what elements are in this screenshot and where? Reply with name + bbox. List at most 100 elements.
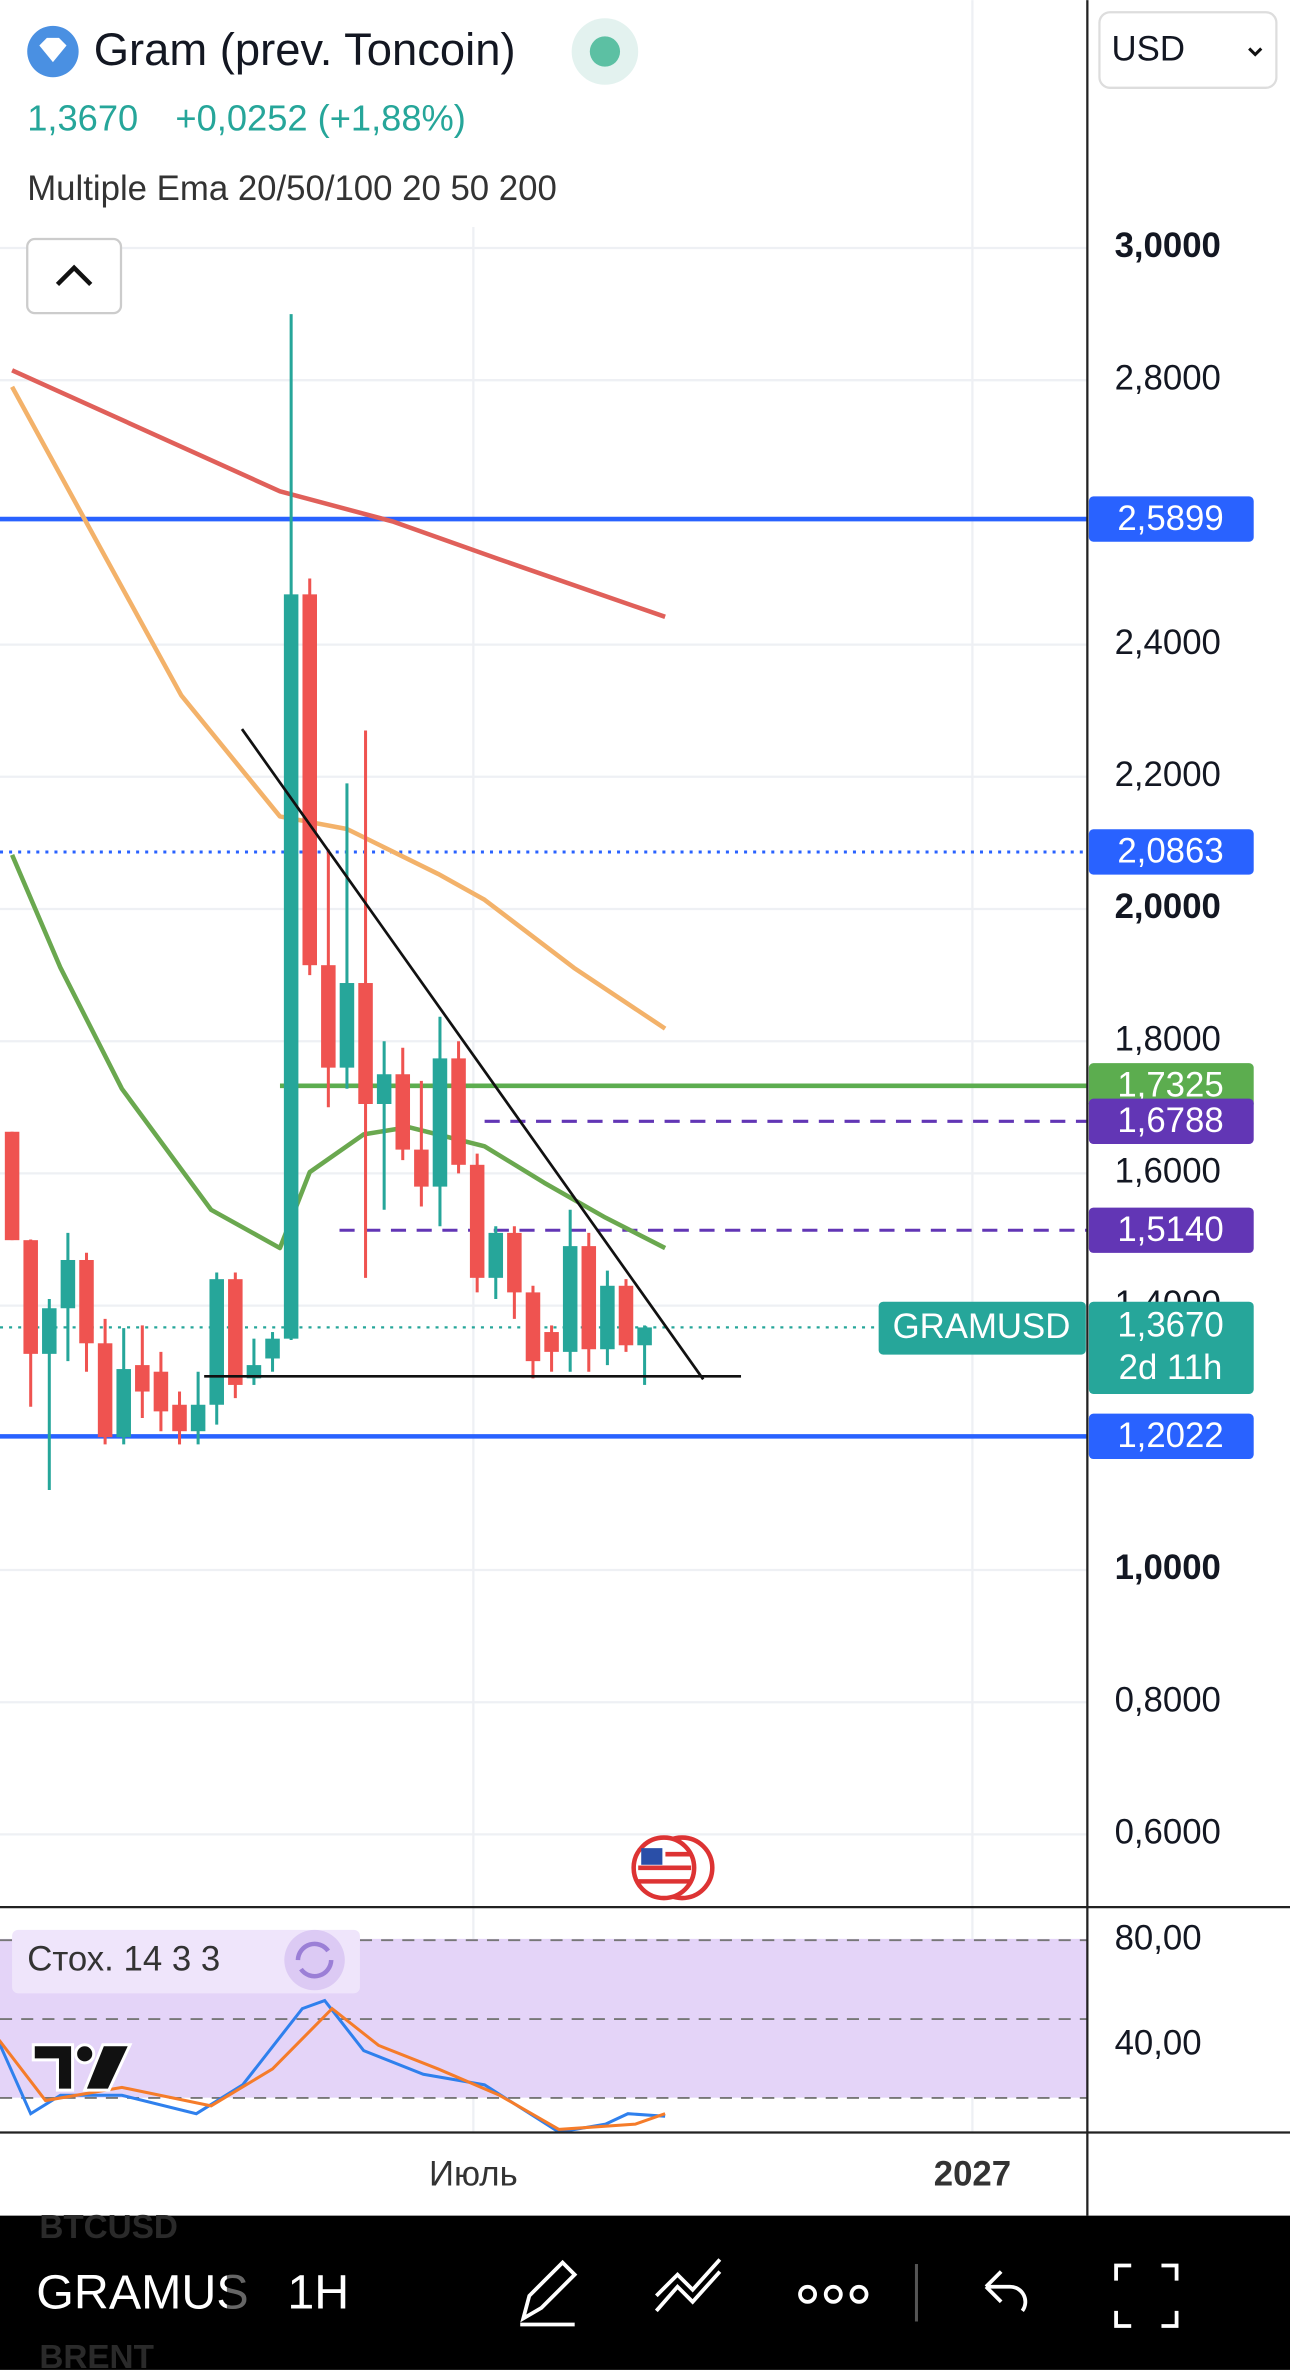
draw-tool-icon[interactable] [520, 2259, 578, 2327]
price-level-tag: 1,7325 [1117, 1067, 1223, 1105]
tradingview-logo [31, 2043, 133, 2092]
candle-body [562, 1246, 578, 1352]
price-level-tag-bg [1088, 1063, 1254, 1109]
candle-body [265, 1338, 280, 1359]
price-axis: 3,0000 2,8000 2,4000 2,2000 2,0000 1,8000 1,60… [878, 227, 1254, 2063]
stochastic-tick-label: 40,00 [1115, 2025, 1202, 2063]
status-dot [589, 36, 621, 67]
candle-body [302, 594, 318, 966]
candle-body [600, 1285, 615, 1350]
candle-body [42, 1308, 57, 1354]
candle-body [190, 1404, 206, 1432]
toolbar-bg [0, 2215, 1290, 2370]
trend-line [240, 728, 705, 1381]
candle-body [4, 1131, 20, 1241]
indicators-icon[interactable] [654, 2258, 722, 2313]
candle-body [116, 1369, 131, 1438]
bar-countdown: 2d 11h [1119, 1349, 1223, 1387]
candle-body [23, 1240, 38, 1354]
candle-body [488, 1232, 504, 1278]
candle-body [507, 1232, 522, 1293]
more-icon[interactable] [798, 2284, 869, 2304]
last-price: 1,3670 [27, 98, 138, 139]
candle-body [283, 594, 299, 1339]
price-level-tag-bg [1088, 1207, 1254, 1253]
legend-header: Gram (prev. Toncoin) 1,3670 +0,0252 (+1,… [26, 18, 639, 315]
candle-body [153, 1371, 169, 1412]
event-flag-icon[interactable] [631, 1835, 715, 1901]
currency-box[interactable] [1098, 11, 1278, 89]
price-tick-label: 1,0000 [1115, 1549, 1221, 1587]
currency-chevron [1248, 47, 1263, 57]
candle-body [414, 1149, 429, 1187]
candle-body [97, 1343, 113, 1438]
price-level-tag: 2,5899 [1117, 500, 1223, 538]
price-tick-label: 2,4000 [1115, 624, 1221, 662]
candle-body [135, 1365, 150, 1392]
candle-body [172, 1404, 187, 1432]
candle-body [451, 1058, 466, 1165]
candle-body [525, 1292, 541, 1362]
symbol-fade [226, 2253, 258, 2337]
currency-select[interactable]: USD [1098, 11, 1278, 89]
candle-body [469, 1164, 485, 1278]
refresh-button[interactable] [284, 1929, 345, 1991]
candle-body [432, 1058, 448, 1187]
ema-line [11, 368, 666, 619]
time-label: 2027 [934, 2156, 1011, 2194]
candle-body [60, 1259, 76, 1309]
price-level-tag: 1,2022 [1117, 1417, 1223, 1455]
collapse-button[interactable] [26, 237, 123, 315]
candle-body [321, 965, 336, 1068]
candle-body [339, 983, 355, 1068]
last-price-tag-bg [1088, 1301, 1254, 1394]
price-level-tag: 2,0863 [1117, 833, 1223, 871]
candle-body [228, 1279, 243, 1385]
toolbar-symbol[interactable]: GRAMUS [36, 2266, 248, 2320]
symbol-title[interactable]: Gram (prev. Toncoin) [94, 24, 516, 75]
price-tick-label: 1,8000 [1115, 1020, 1221, 1058]
candle-body [637, 1327, 652, 1346]
fullscreen-icon[interactable] [1114, 2263, 1179, 2328]
refresh-icon [295, 1941, 334, 1979]
indicator-name[interactable]: Multiple Ema 20/50/100 20 50 200 [27, 170, 557, 208]
candle-body [581, 1246, 597, 1350]
price-tick-label: 0,8000 [1115, 1681, 1221, 1719]
candle-body [79, 1259, 94, 1344]
currency-label: USD [1112, 31, 1185, 69]
symbol-icon-diamond [39, 37, 67, 63]
symbol-tag-bg [878, 1301, 1086, 1355]
time-label: Июль [429, 2156, 518, 2194]
stochastic-tick-label: 80,00 [1115, 1919, 1202, 1957]
price-level-tag-bg [1088, 829, 1254, 875]
price-tick-label: 2,2000 [1115, 756, 1221, 794]
watchlist-item[interactable]: BRENT [39, 2339, 154, 2370]
price-level-tag-bg [1088, 1413, 1254, 1460]
candle-body [395, 1074, 411, 1150]
price-level-tag: 1,6788 [1117, 1102, 1223, 1140]
price-tick-label: 0,6000 [1115, 1814, 1221, 1852]
price-level-tag-bg [1088, 1098, 1254, 1145]
undo-icon[interactable] [984, 2270, 1028, 2313]
stochastic-title[interactable]: Стох. 14 3 3 [27, 1941, 220, 1979]
price-tick-label: 2,8000 [1115, 359, 1221, 397]
ema-line [10, 853, 667, 1251]
watchlist-item[interactable]: BTCUSD [39, 2209, 178, 2246]
collapse-chevron [55, 264, 93, 287]
price-level-tag-bg [1088, 496, 1254, 542]
price-tick-label: 3,0000 [1115, 227, 1221, 265]
plot-area [0, 314, 1088, 1491]
candle-body [209, 1279, 224, 1405]
candle-body [358, 983, 373, 1104]
price-tick-label: 2,0000 [1115, 888, 1221, 926]
bottom-toolbar: BTCUSD BRENT GRAMUS 1H [0, 2209, 1290, 2370]
candle-body [376, 1074, 392, 1104]
stochastic-legend-box [12, 1929, 360, 1994]
symbol-tag: GRAMUSD [893, 1308, 1071, 1346]
candle-body [618, 1285, 634, 1346]
price-change: +0,0252 (+1,88%) [175, 98, 465, 139]
last-price-tag: 1,3670 [1117, 1307, 1223, 1345]
toolbar-interval[interactable]: 1H [287, 2266, 349, 2320]
